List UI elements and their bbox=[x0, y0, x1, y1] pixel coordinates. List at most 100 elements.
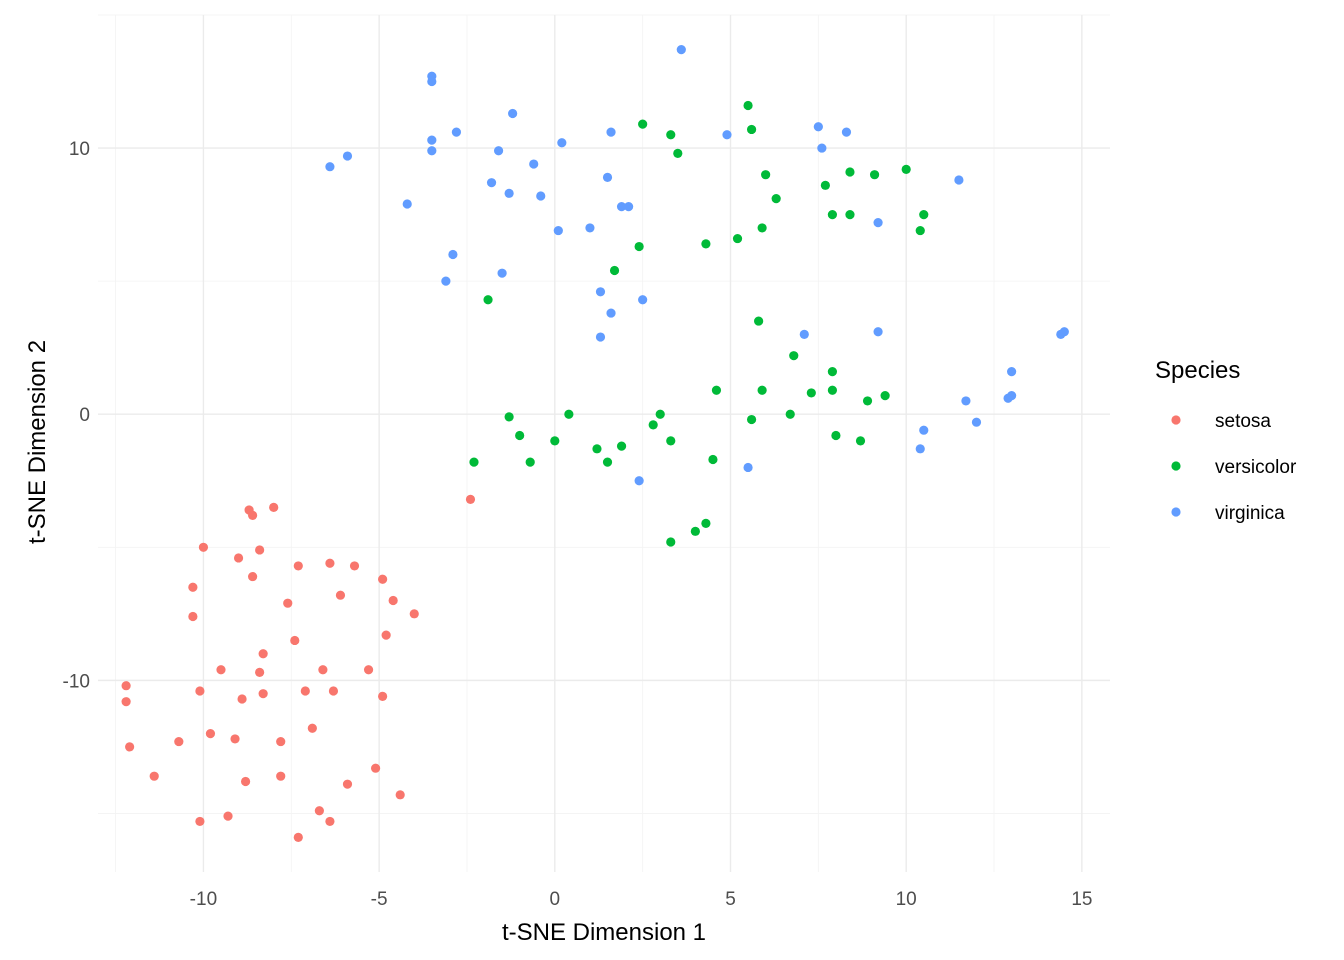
y-tick-label: 0 bbox=[79, 405, 90, 426]
data-point bbox=[427, 146, 437, 156]
x-axis-title: t-SNE Dimension 1 bbox=[502, 919, 706, 946]
data-point bbox=[873, 217, 883, 228]
data-point bbox=[515, 430, 525, 441]
x-tick-label: 15 bbox=[1071, 889, 1092, 910]
y-tick-label: -10 bbox=[63, 671, 90, 692]
data-point bbox=[441, 276, 451, 286]
data-point bbox=[525, 457, 535, 467]
data-point bbox=[638, 119, 648, 129]
data-point bbox=[293, 832, 303, 843]
data-point bbox=[504, 188, 514, 198]
data-point bbox=[195, 816, 205, 827]
data-point bbox=[293, 561, 303, 571]
data-point bbox=[592, 444, 602, 454]
data-point bbox=[585, 223, 595, 233]
data-point bbox=[806, 388, 816, 398]
data-point bbox=[648, 420, 658, 430]
data-point bbox=[638, 295, 648, 305]
data-point bbox=[233, 553, 244, 563]
data-point bbox=[954, 175, 964, 185]
data-point bbox=[240, 776, 251, 787]
data-point bbox=[609, 265, 620, 276]
data-point bbox=[198, 542, 209, 552]
data-point bbox=[564, 409, 574, 419]
x-tick-label: -10 bbox=[190, 889, 217, 910]
data-point bbox=[121, 681, 131, 691]
data-point bbox=[855, 436, 866, 446]
data-point bbox=[276, 771, 286, 781]
data-point bbox=[325, 162, 335, 172]
data-point bbox=[690, 526, 700, 536]
data-point bbox=[813, 122, 823, 132]
data-point bbox=[363, 665, 374, 675]
data-point bbox=[314, 806, 324, 816]
data-point bbox=[919, 210, 929, 220]
data-point bbox=[827, 367, 838, 377]
data-point bbox=[230, 734, 240, 744]
data-point bbox=[174, 736, 184, 747]
legend-key-virginica bbox=[1171, 507, 1181, 517]
data-point bbox=[409, 609, 419, 619]
data-point bbox=[508, 108, 518, 119]
data-point bbox=[666, 436, 676, 446]
data-point bbox=[370, 763, 381, 773]
data-point bbox=[325, 558, 335, 568]
data-point bbox=[529, 159, 539, 169]
data-point bbox=[831, 430, 841, 441]
legend-label-versicolor: versicolor bbox=[1215, 457, 1297, 478]
data-point bbox=[269, 502, 279, 512]
data-point bbox=[290, 635, 300, 646]
data-point bbox=[342, 151, 353, 161]
data-point bbox=[335, 590, 346, 600]
data-point bbox=[216, 665, 226, 675]
data-point bbox=[655, 409, 665, 419]
data-point bbox=[283, 598, 293, 608]
data-point bbox=[827, 210, 838, 220]
data-point bbox=[701, 518, 711, 528]
data-point bbox=[188, 582, 198, 592]
data-point bbox=[125, 742, 135, 752]
data-point bbox=[486, 178, 497, 188]
data-point bbox=[919, 425, 929, 435]
legend-label-virginica: virginica bbox=[1215, 503, 1285, 524]
x-tick-label: 5 bbox=[725, 889, 736, 910]
data-point bbox=[771, 194, 781, 204]
data-point bbox=[732, 233, 743, 244]
data-point bbox=[402, 199, 412, 209]
data-point bbox=[258, 689, 268, 699]
series-setosa bbox=[121, 494, 476, 843]
data-point bbox=[504, 412, 514, 422]
data-point bbox=[300, 686, 310, 696]
data-point bbox=[255, 667, 265, 677]
data-point bbox=[427, 135, 437, 145]
x-tick-label: 0 bbox=[550, 889, 561, 910]
data-point bbox=[673, 148, 683, 158]
y-tick-label: 10 bbox=[69, 139, 90, 160]
data-point bbox=[754, 316, 764, 326]
major-gridlines bbox=[98, 15, 1110, 872]
data-point bbox=[381, 630, 391, 640]
data-point bbox=[195, 686, 205, 696]
data-point bbox=[465, 494, 476, 504]
data-point bbox=[616, 202, 627, 212]
data-point bbox=[497, 268, 507, 278]
data-point bbox=[1003, 393, 1013, 403]
data-point bbox=[722, 130, 732, 140]
data-point bbox=[248, 510, 258, 520]
data-point bbox=[342, 779, 353, 789]
data-point bbox=[223, 811, 233, 821]
data-point bbox=[553, 225, 563, 236]
legend-label-setosa: setosa bbox=[1215, 411, 1271, 432]
data-point bbox=[915, 225, 925, 236]
data-point bbox=[536, 191, 546, 201]
data-point bbox=[971, 417, 982, 427]
data-point bbox=[761, 170, 771, 180]
data-point bbox=[121, 697, 131, 707]
data-point bbox=[276, 736, 286, 747]
data-point bbox=[789, 351, 799, 361]
data-point bbox=[395, 790, 405, 800]
x-tick-label: -5 bbox=[371, 889, 388, 910]
data-point bbox=[701, 239, 711, 249]
data-point bbox=[493, 146, 504, 156]
